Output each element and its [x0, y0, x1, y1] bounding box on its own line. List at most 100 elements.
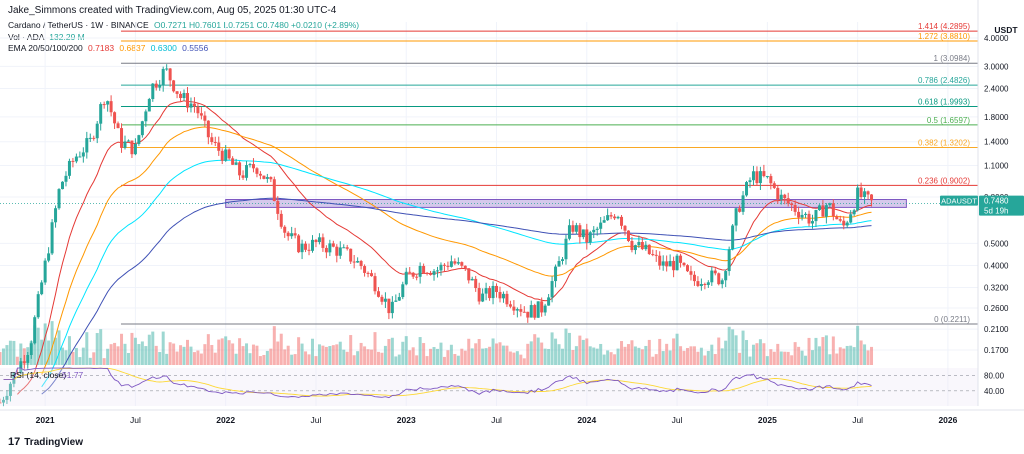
legend-symbol[interactable]: Cardano / TetherUS · 1W · BINANCE: [8, 20, 149, 30]
candle-body: [519, 309, 523, 312]
candle-body: [776, 187, 780, 200]
volume-bar: [304, 351, 308, 365]
volume-bar: [151, 331, 155, 365]
volume-bar: [262, 354, 266, 365]
candle-body: [279, 213, 283, 227]
candle-body: [359, 260, 363, 267]
candle-body: [238, 162, 242, 176]
candle-body: [224, 149, 228, 161]
candle-body: [304, 243, 308, 250]
candle-body: [675, 255, 679, 271]
volume-bar: [675, 333, 679, 365]
candle-body: [838, 219, 842, 221]
candle-body: [554, 266, 558, 282]
candle-body: [331, 243, 335, 247]
candle-body: [199, 113, 203, 116]
candle-body: [859, 187, 863, 198]
candle-body: [633, 245, 637, 251]
price-tick-label: 0.4000: [984, 261, 1009, 270]
candle-body: [297, 235, 301, 253]
volume-bar: [373, 332, 377, 365]
candle-body: [706, 282, 710, 285]
volume-bar: [658, 338, 662, 365]
volume-bar: [831, 336, 835, 365]
candle-body: [74, 156, 78, 162]
volume-bar: [335, 344, 339, 365]
volume-bar: [696, 351, 700, 365]
volume-bar: [745, 340, 749, 365]
volume-bar: [821, 337, 825, 365]
volume-bar: [488, 346, 492, 365]
candle-body: [595, 228, 599, 230]
candle-body: [626, 230, 630, 241]
volume-bar: [592, 347, 596, 365]
volume-bar: [581, 339, 585, 365]
volume-bar: [102, 358, 106, 365]
volume-bar: [78, 357, 82, 365]
volume-bar: [533, 334, 537, 365]
volume-bar: [751, 344, 755, 365]
fib-level-label: 0.236 (0.9002): [918, 176, 970, 185]
volume-bar: [158, 352, 162, 365]
fib-level-label: 0.382 (1.3202): [918, 139, 970, 148]
candle-body: [397, 297, 401, 301]
candle-body: [467, 268, 471, 281]
volume-bar: [717, 337, 721, 365]
volume-bar: [175, 351, 179, 365]
volume-bar: [804, 355, 808, 365]
volume-bar: [0, 352, 2, 365]
volume-bar: [60, 347, 64, 365]
candle-body: [19, 361, 23, 374]
price-tick-label: 0.1700: [984, 346, 1009, 355]
tradingview-mark-icon: 17: [8, 436, 21, 448]
volume-bar: [47, 340, 51, 365]
candle-body: [293, 233, 297, 236]
volume-bar: [720, 348, 724, 365]
volume-bar: [168, 342, 172, 365]
volume-bar: [692, 346, 696, 365]
candle-body: [373, 276, 377, 292]
candle-body: [85, 138, 89, 153]
ema50-line: [41, 126, 872, 375]
volume-bar: [724, 340, 728, 365]
volume-bar: [606, 350, 610, 365]
volume-bar: [307, 354, 311, 365]
price-tick-label: 4.0000: [984, 34, 1009, 43]
volume-bar: [206, 334, 210, 365]
volume-bar: [498, 342, 502, 365]
candle-body: [810, 221, 814, 224]
tradingview-logo[interactable]: 17 TradingView: [8, 436, 83, 448]
volume-bar: [363, 346, 367, 365]
candle-body: [824, 205, 828, 217]
volume-bar: [508, 351, 512, 365]
volume-bar: [609, 352, 613, 365]
volume-bar: [300, 343, 304, 365]
candle-body: [234, 162, 238, 165]
time-tick-label: Jul: [852, 415, 863, 425]
volume-bar: [126, 352, 130, 365]
volume-bar: [251, 344, 255, 365]
legend-ohlc: O0.7271 H0.7601 L0.7251 C0.7480 +0.0210 …: [154, 20, 360, 30]
volume-bar: [144, 346, 148, 365]
candle-body: [15, 373, 19, 375]
volume-bar: [623, 346, 627, 365]
volume-bar: [522, 358, 526, 365]
candle-body: [560, 259, 564, 262]
chart-grid: [0, 22, 978, 406]
volume-bar: [356, 351, 360, 365]
price-tick-label: 1.4000: [984, 138, 1009, 147]
volume-bar: [668, 350, 672, 365]
volume-bar: [248, 353, 252, 365]
candle-body: [620, 216, 624, 226]
candle-body: [151, 83, 155, 100]
candle-body: [442, 264, 446, 266]
candle-body: [390, 301, 394, 314]
candle-body: [50, 222, 54, 254]
candle-body: [557, 261, 561, 267]
candle-body: [435, 270, 439, 272]
candle-body: [158, 85, 162, 88]
candle-body: [550, 281, 554, 298]
candle-body: [265, 177, 269, 179]
candle-body: [547, 297, 551, 306]
